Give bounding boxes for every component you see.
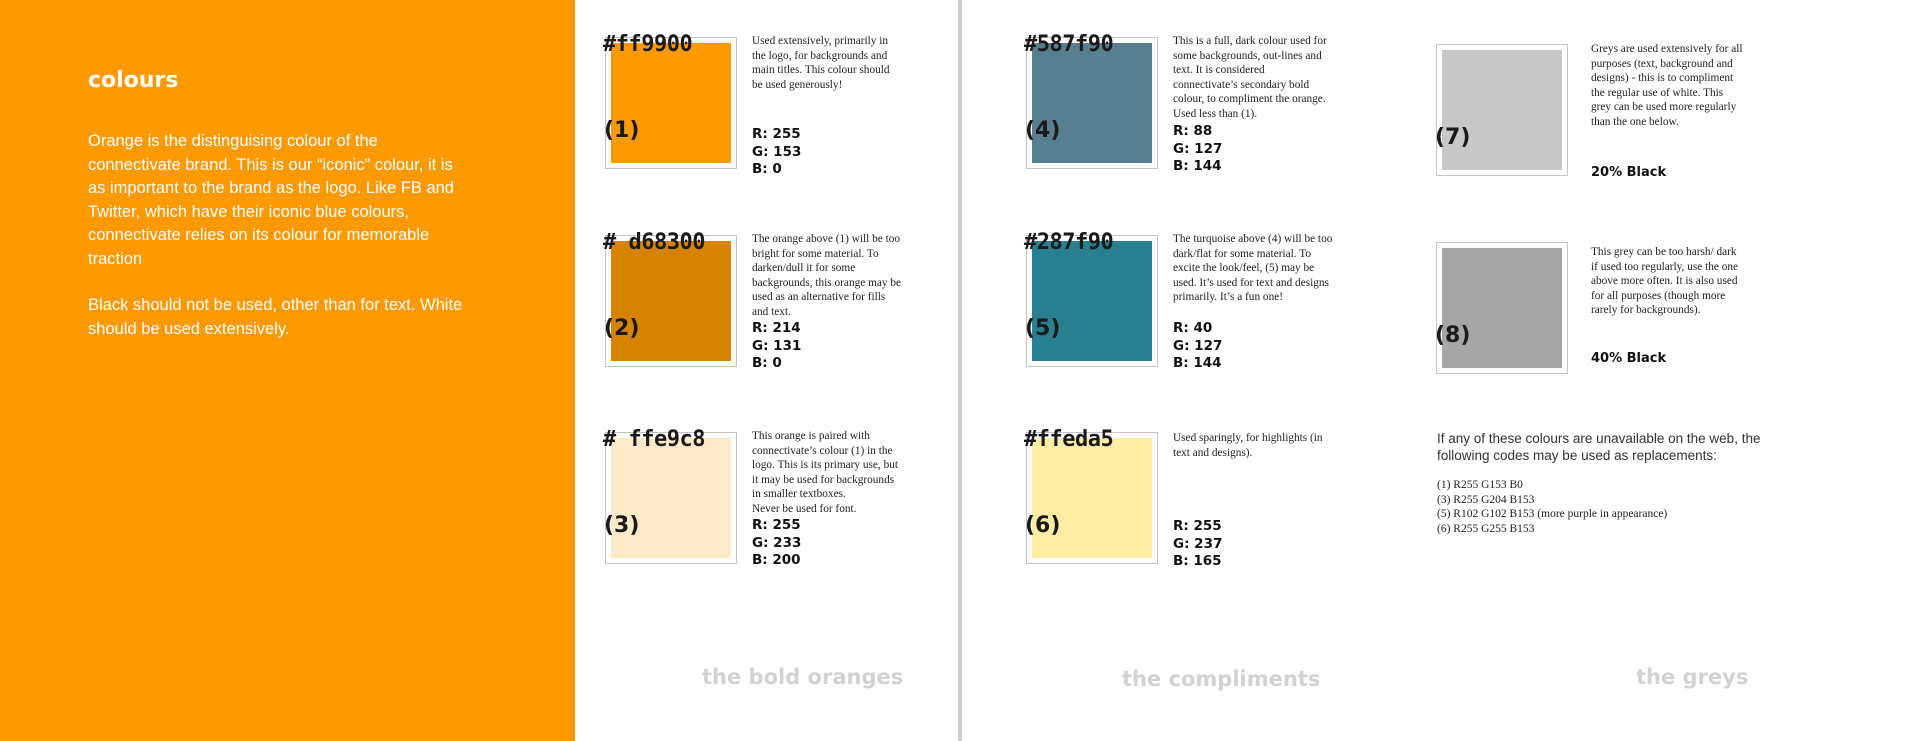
- swatch-3-number: (3): [604, 513, 640, 538]
- swatch-2-b: B: 0: [752, 355, 782, 371]
- grey-swatch-7-description: Greys are used extensively for all purpo…: [1591, 43, 1743, 128]
- swatch-5-rgb: R: 40 G: 127 B: 144: [1173, 320, 1222, 373]
- swatch-5-number: (5): [1025, 316, 1061, 341]
- swatch-6: #ffeda5 (6): [1024, 427, 1158, 564]
- replacement-item: (6) R255 G255 B153: [1437, 523, 1535, 536]
- swatch-1-description: Used extensively, primarily in the logo,…: [752, 35, 890, 91]
- swatch-2: # d68300 (2): [603, 230, 737, 367]
- swatch-2-r: R: 214: [752, 320, 801, 336]
- swatch-4-fill: [1032, 43, 1152, 163]
- swatch-1-rgb: R: 255 G: 153 B: 0: [752, 126, 801, 179]
- intro-paragraph-1: Orange is the distinguising colour of th…: [88, 132, 454, 268]
- swatch-6-hex: #ffeda5: [1024, 427, 1114, 452]
- swatch-1-hex: #ff9900: [603, 32, 693, 57]
- swatch-3-b: B: 200: [752, 552, 801, 568]
- swatch-3-rgb: R: 255 G: 233 B: 200: [752, 517, 801, 570]
- grey-swatch-7-label: 20% Black: [1591, 165, 1667, 180]
- swatch-4-g: G: 127: [1173, 140, 1223, 157]
- swatch-5-description: The turquoise above (4) will be too dark…: [1173, 233, 1333, 304]
- grey-swatch-7-fill: [1442, 50, 1562, 170]
- swatch-3-description: This orange is paired with connectivate’…: [752, 430, 899, 515]
- section-label-oranges: the bold oranges: [702, 665, 904, 689]
- section-label-greys: the greys: [1636, 665, 1749, 689]
- swatch-5-g: G: 127: [1173, 337, 1223, 354]
- swatch-6-number: (6): [1025, 513, 1061, 538]
- swatch-4-number: (4): [1025, 118, 1061, 143]
- swatch-5-r: R: 40: [1173, 320, 1213, 336]
- grey-swatch-7-number: (7): [1435, 125, 1471, 150]
- swatch-6-g: G: 237: [1173, 535, 1223, 552]
- left-panel: colours Orange is the distinguising colo…: [0, 0, 575, 741]
- swatch-3-hex: # ffe9c8: [603, 427, 705, 452]
- swatch-6-r: R: 255: [1173, 518, 1222, 534]
- swatch-1-r: R: 255: [752, 126, 801, 142]
- swatch-2-fill: [611, 241, 731, 361]
- swatch-4-r: R: 88: [1173, 123, 1213, 139]
- swatch-5-hex: #287f90: [1024, 230, 1114, 255]
- replacement-item: (3) R255 G204 B153: [1437, 493, 1535, 506]
- swatch-4: #587f90 (4): [1024, 32, 1158, 169]
- grey-swatch-7: (7): [1435, 44, 1568, 176]
- swatch-5-b: B: 144: [1173, 355, 1222, 371]
- swatch-2-rgb: R: 214 G: 131 B: 0: [752, 320, 801, 373]
- swatch-1-fill: [611, 43, 731, 163]
- swatch-6-rgb: R: 255 G: 237 B: 165: [1173, 518, 1222, 571]
- page-title: colours: [88, 68, 179, 93]
- replacements-intro: If any of these colours are unavailable …: [1437, 431, 1761, 463]
- swatch-3-g: G: 233: [752, 534, 802, 551]
- intro-text: Orange is the distinguising colour of th…: [88, 130, 473, 364]
- swatch-4-b: B: 144: [1173, 158, 1222, 174]
- swatch-4-rgb: R: 88 G: 127 B: 144: [1173, 123, 1222, 176]
- grey-swatch-8-fill: [1442, 248, 1562, 368]
- swatch-3-r: R: 255: [752, 517, 801, 533]
- swatch-2-description: The orange above (1) will be too bright …: [752, 233, 902, 318]
- swatch-6-description: Used sparingly, for highlights (in text …: [1173, 432, 1323, 459]
- grey-swatch-8-label: 40% Black: [1591, 351, 1667, 366]
- swatch-4-hex: #587f90: [1024, 32, 1114, 57]
- swatch-5: #287f90 (5): [1024, 230, 1158, 367]
- swatch-6-fill: [1032, 438, 1152, 558]
- replacement-item: (5) R102 G102 B153 (more purple in appea…: [1437, 508, 1668, 521]
- intro-paragraph-2: Black should not be used, other than for…: [88, 296, 463, 338]
- replacement-item: (1) R255 G153 B0: [1437, 479, 1523, 491]
- grey-swatch-8: (8): [1435, 242, 1568, 374]
- grey-swatch-8-description: This grey can be too harsh/ dark if used…: [1591, 246, 1739, 317]
- grey-swatch-8-number: (8): [1435, 323, 1471, 348]
- swatch-2-hex: # d68300: [603, 230, 705, 255]
- swatch-4-description: This is a full, dark colour used for som…: [1173, 35, 1327, 120]
- swatch-5-fill: [1032, 241, 1152, 361]
- page-divider: [958, 0, 962, 741]
- swatch-1: #ff9900 (1): [603, 32, 737, 169]
- swatch-3: # ffe9c8 (3): [603, 427, 737, 564]
- replacements-list: (1) R255 G153 B0 (3) R255 G204 B153 (5) …: [1437, 478, 1667, 537]
- swatch-2-number: (2): [604, 316, 640, 341]
- swatch-2-g: G: 131: [752, 337, 802, 354]
- swatch-1-b: B: 0: [752, 161, 782, 177]
- swatch-3-fill: [611, 438, 731, 558]
- swatch-6-b: B: 165: [1173, 553, 1222, 569]
- swatch-1-g: G: 153: [752, 143, 802, 160]
- section-label-compliments: the compliments: [1122, 667, 1321, 691]
- swatch-1-number: (1): [604, 118, 640, 143]
